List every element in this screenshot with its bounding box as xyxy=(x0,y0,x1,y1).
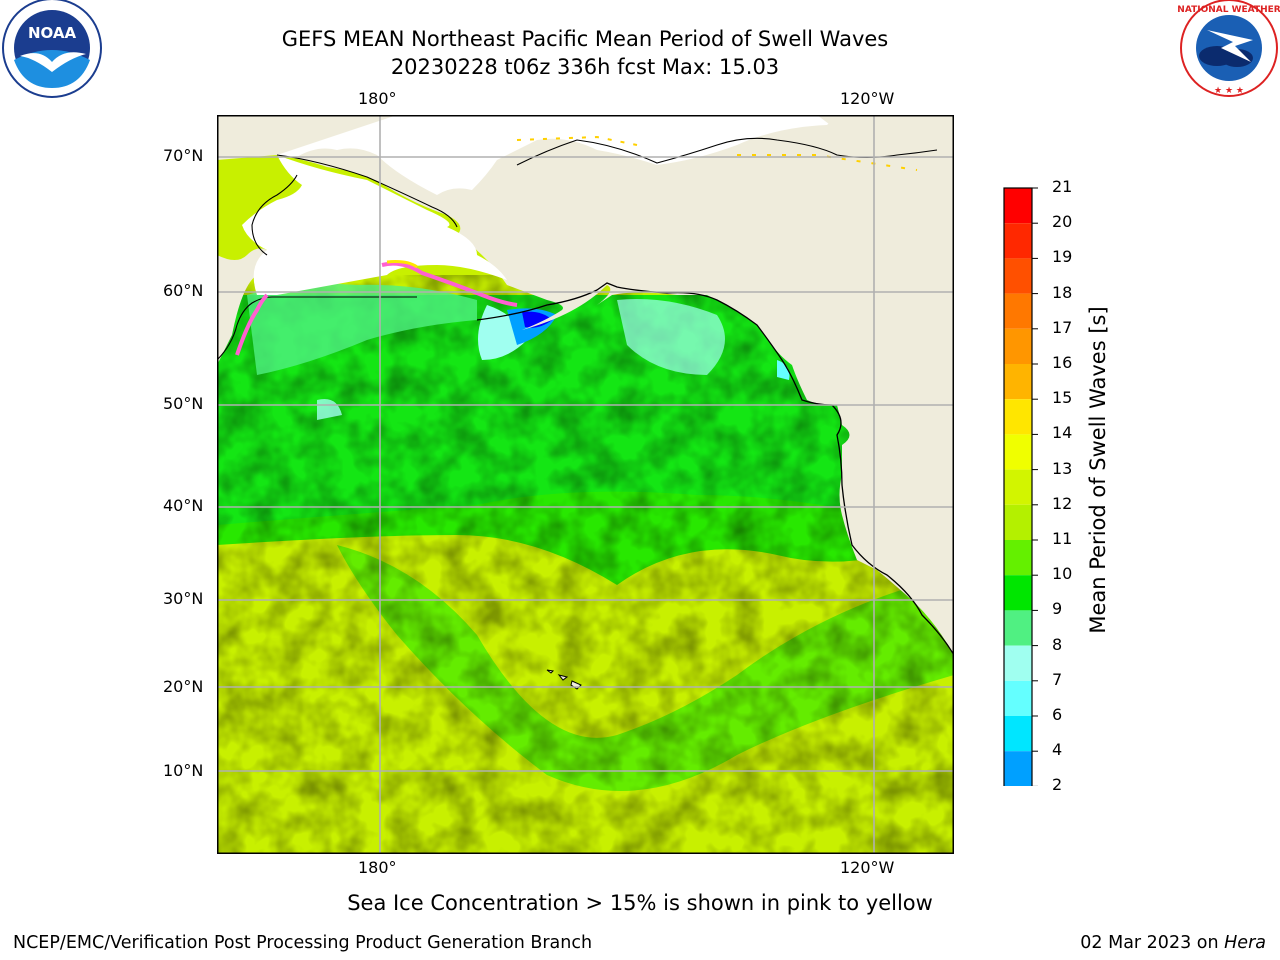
lat-label-40n: 40°N xyxy=(163,496,204,515)
nws-logo: NATIONAL WEATHER ★ ★ ★ xyxy=(1177,0,1280,100)
colorbar-swatch xyxy=(1004,751,1032,787)
svg-text:NATIONAL WEATHER: NATIONAL WEATHER xyxy=(1177,5,1280,15)
colorbar-tick-label: 21 xyxy=(1052,177,1073,196)
colorbar-label: Mean Period of Swell Waves [s] xyxy=(1086,306,1110,634)
colorbar-tick-label: 7 xyxy=(1052,669,1063,689)
colorbar-tick-label: 4 xyxy=(1052,740,1063,760)
colorbar-tick-label: 8 xyxy=(1052,634,1063,654)
colorbar-tick-label: 15 xyxy=(1052,388,1073,408)
colorbar-tick-label: 19 xyxy=(1052,247,1073,267)
colorbar-tick-label: 11 xyxy=(1052,529,1073,548)
colorbar-swatch xyxy=(1004,645,1032,681)
lat-label-30n: 30°N xyxy=(163,589,204,608)
footer-date-text: 02 Mar 2023 on xyxy=(1080,933,1225,953)
colorbar-tick-label: 20 xyxy=(1052,212,1073,232)
lat-label-60n: 60°N xyxy=(163,281,204,300)
footer-credit: NCEP/EMC/Verification Post Processing Pr… xyxy=(13,933,593,953)
colorbar-tick-label: 17 xyxy=(1052,317,1073,337)
lon-label-bottom-120w: 120°W xyxy=(840,858,895,877)
lon-label-top-120w: 120°W xyxy=(840,89,895,108)
colorbar-tick-label: 12 xyxy=(1052,493,1073,513)
colorbar-swatch xyxy=(1004,434,1032,470)
map-panel xyxy=(217,115,954,854)
colorbar-swatch xyxy=(1004,680,1032,716)
lon-label-top-180: 180° xyxy=(358,89,397,108)
colorbar-tick-label: 18 xyxy=(1052,282,1073,302)
lat-label-70n: 70°N xyxy=(163,146,204,165)
lat-label-50n: 50°N xyxy=(163,394,204,413)
colorbar-swatch xyxy=(1004,504,1032,540)
chart-title-line1: GEFS MEAN Northeast Pacific Mean Period … xyxy=(281,27,889,51)
colorbar-swatch xyxy=(1004,328,1032,364)
colorbar-swatch xyxy=(1004,188,1032,224)
colorbar-swatch xyxy=(1004,399,1032,435)
colorbar-swatch xyxy=(1004,540,1032,576)
colorbar-swatch xyxy=(1004,575,1032,611)
colorbar-swatch xyxy=(1004,293,1032,329)
colorbar-swatch xyxy=(1004,258,1032,294)
swell-period-map xyxy=(217,115,954,854)
sea-ice-note: Sea Ice Concentration > 15% is shown in … xyxy=(347,891,933,915)
colorbar-swatch xyxy=(1004,610,1032,646)
chart-title-line2: 20230228 t06z 336h fcst Max: 15.03 xyxy=(390,55,780,79)
colorbar-tick-label: 16 xyxy=(1052,353,1073,372)
colorbar-swatches xyxy=(1003,187,1038,851)
footer-host: Hera xyxy=(1224,933,1266,953)
lon-label-bottom-180: 180° xyxy=(358,858,397,877)
colorbar-tick-label: 2 xyxy=(1052,775,1063,795)
colorbar-swatch xyxy=(1004,364,1032,400)
colorbar-swatch xyxy=(1004,223,1032,259)
colorbar-tick-label: 13 xyxy=(1052,458,1073,478)
noaa-logo-text: NOAA xyxy=(28,24,77,42)
lat-label-20n: 20°N xyxy=(163,677,204,696)
colorbar-tick-label: 10 xyxy=(1052,564,1073,584)
colorbar xyxy=(1000,186,1060,851)
colorbar-swatch xyxy=(1004,469,1032,505)
colorbar-tick-label: 9 xyxy=(1052,599,1063,619)
colorbar-swatch xyxy=(1004,716,1032,752)
colorbar-tick-label: 14 xyxy=(1052,423,1073,443)
lat-label-10n: 10°N xyxy=(163,761,204,780)
footer-date: 02 Mar 2023 on Hera xyxy=(1080,933,1266,953)
noaa-logo: NOAA xyxy=(0,0,104,100)
svg-text:★ ★ ★: ★ ★ ★ xyxy=(1214,86,1244,96)
colorbar-tick-label: 6 xyxy=(1052,705,1063,724)
